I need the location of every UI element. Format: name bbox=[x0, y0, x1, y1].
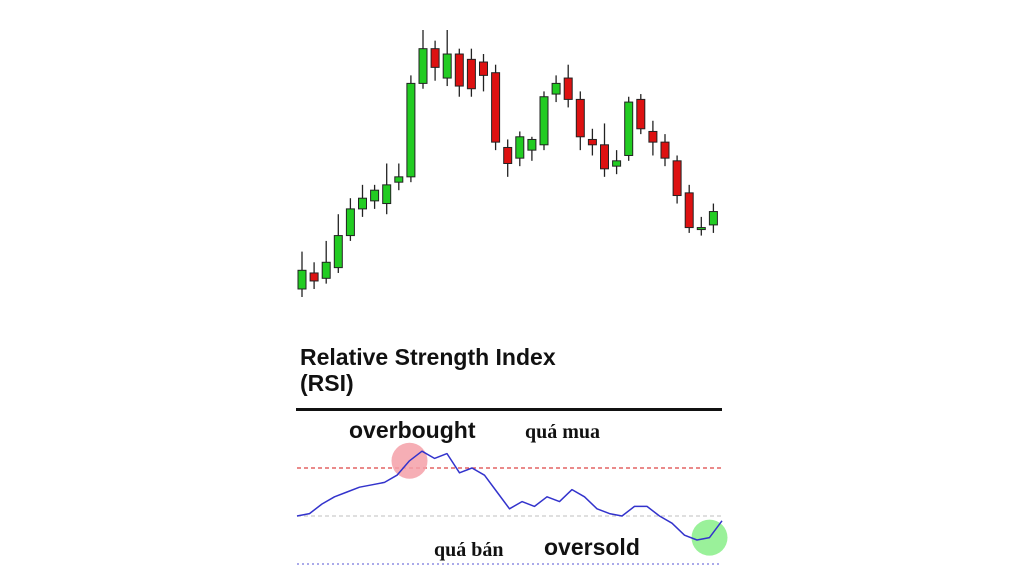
candle-body bbox=[636, 98, 646, 130]
oversold-label: oversold bbox=[544, 534, 640, 560]
candle bbox=[575, 91, 585, 151]
candle bbox=[708, 203, 718, 233]
candle-body bbox=[297, 269, 307, 290]
candle-body bbox=[660, 141, 670, 159]
candle-body bbox=[454, 53, 464, 87]
candle-body bbox=[515, 136, 525, 159]
candle bbox=[684, 184, 694, 233]
candle bbox=[515, 131, 525, 167]
candle bbox=[624, 96, 634, 161]
candle-body bbox=[503, 146, 513, 164]
candle-body bbox=[418, 48, 428, 84]
candle-body bbox=[612, 160, 622, 167]
candle-body bbox=[370, 189, 380, 202]
candle bbox=[345, 198, 355, 241]
candle bbox=[491, 64, 501, 151]
candle-body bbox=[648, 130, 658, 143]
candle-body bbox=[539, 96, 549, 146]
candle bbox=[563, 64, 573, 108]
candle-body bbox=[466, 58, 476, 90]
candlestick-chart bbox=[297, 29, 718, 297]
candle bbox=[503, 139, 513, 177]
candle-body bbox=[575, 98, 585, 138]
candle bbox=[418, 29, 428, 89]
candle bbox=[539, 91, 549, 151]
candle bbox=[382, 163, 392, 215]
candle bbox=[551, 75, 561, 103]
candle-body bbox=[394, 176, 404, 183]
overbought-label: overbought bbox=[349, 417, 476, 443]
candle bbox=[370, 184, 380, 209]
rsi-title-text: Relative Strength Index (RSI) bbox=[300, 344, 556, 396]
candle bbox=[612, 150, 622, 175]
candle bbox=[648, 120, 658, 156]
candle-body bbox=[430, 48, 440, 68]
candle-body bbox=[321, 261, 331, 279]
candle-body bbox=[563, 77, 573, 100]
candle-body bbox=[600, 144, 609, 170]
candle-body bbox=[587, 138, 597, 146]
candle-body bbox=[624, 101, 634, 156]
candle bbox=[406, 75, 416, 183]
candle-body bbox=[345, 208, 355, 237]
candle bbox=[309, 262, 319, 289]
rsi-divider bbox=[296, 408, 722, 411]
candle bbox=[430, 40, 440, 81]
overbought-vi-label: quá mua bbox=[525, 421, 601, 443]
candle bbox=[587, 128, 597, 156]
candle bbox=[442, 29, 452, 87]
rsi-chart bbox=[296, 442, 728, 565]
candle-body bbox=[442, 53, 452, 79]
candle-body bbox=[708, 211, 718, 226]
candle bbox=[358, 184, 367, 217]
rsi-title: Relative Strength Index (RSI) bbox=[300, 344, 556, 396]
rsi-line bbox=[296, 450, 723, 541]
candle bbox=[527, 136, 537, 161]
candle bbox=[479, 54, 488, 92]
candle-body bbox=[527, 138, 537, 151]
candle bbox=[660, 134, 670, 167]
oversold-vi-label: quá bán bbox=[434, 539, 504, 561]
candle bbox=[636, 94, 646, 135]
candle-body bbox=[382, 184, 392, 205]
candle bbox=[321, 240, 331, 284]
candle-body bbox=[333, 235, 343, 269]
candle-body bbox=[491, 72, 501, 143]
candle-body bbox=[551, 82, 561, 95]
candle bbox=[696, 216, 706, 236]
candle bbox=[466, 48, 476, 97]
candle-body bbox=[696, 227, 706, 231]
candle bbox=[672, 155, 682, 204]
candle bbox=[454, 48, 464, 97]
candle bbox=[600, 123, 609, 177]
candle bbox=[297, 251, 307, 297]
candle-body bbox=[684, 192, 694, 229]
candle-body bbox=[358, 197, 367, 210]
candle-body bbox=[479, 61, 488, 76]
candle-body bbox=[309, 272, 319, 282]
candle bbox=[333, 214, 343, 273]
candle-body bbox=[406, 82, 416, 178]
candle bbox=[394, 163, 404, 191]
candle-body bbox=[672, 160, 682, 197]
